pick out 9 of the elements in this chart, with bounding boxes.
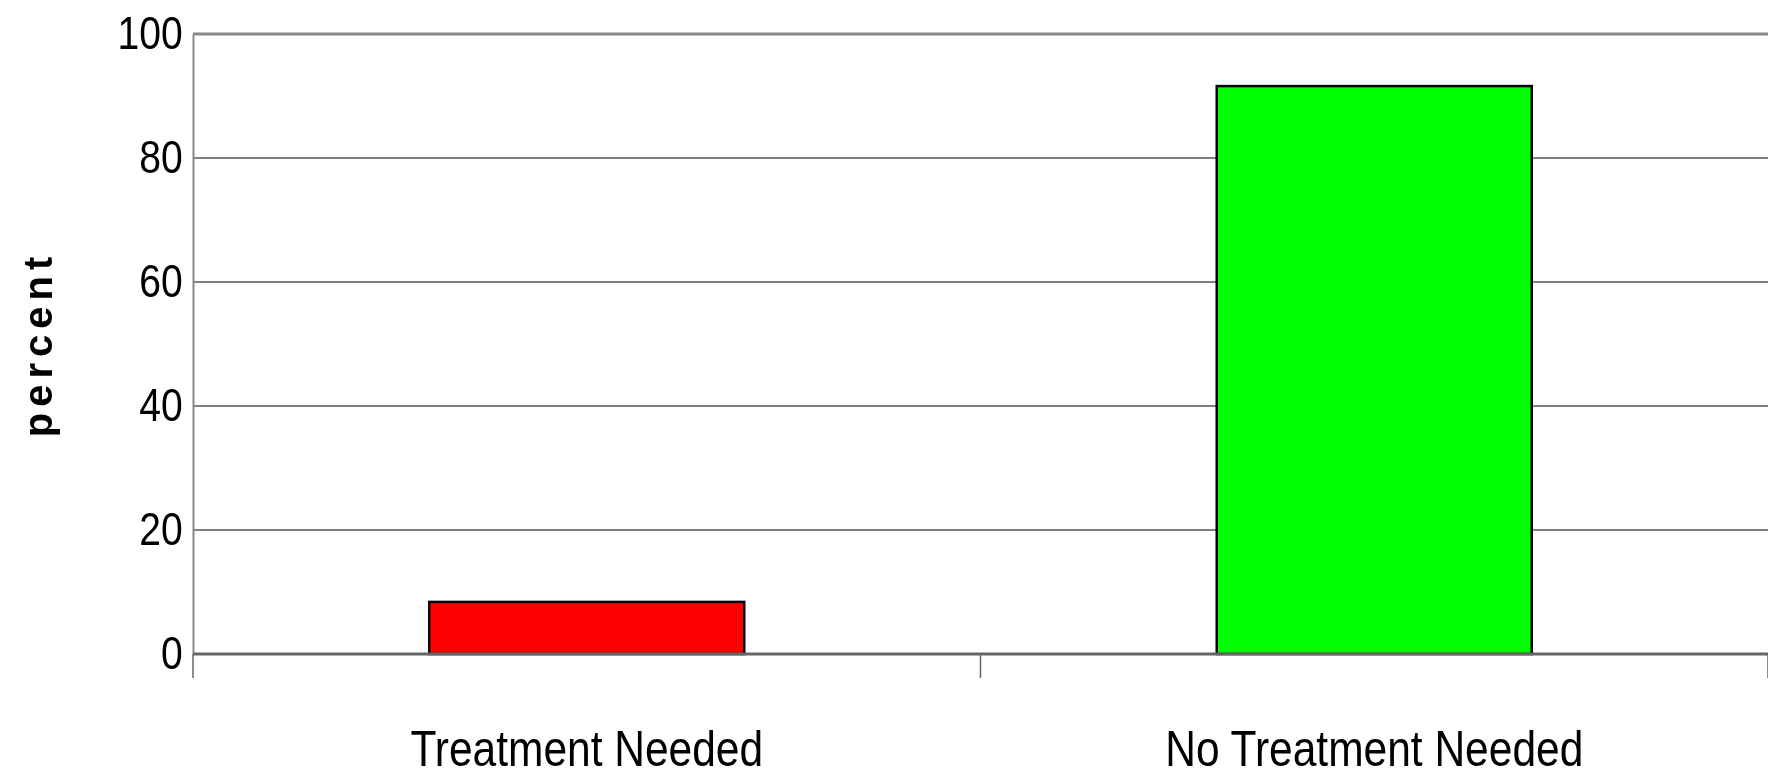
y-tick-label: 80: [139, 131, 183, 183]
y-axis-title: percent: [16, 250, 60, 438]
y-tick-label: 20: [139, 503, 183, 555]
y-tick-label: 40: [139, 379, 183, 431]
x-tick-label: Treatment Needed: [410, 720, 764, 777]
y-tick-label: 60: [139, 255, 183, 307]
y-tick-label: 0: [161, 627, 183, 679]
y-tick-label: 100: [117, 7, 183, 59]
x-tick-label: No Treatment Needed: [1165, 720, 1584, 777]
